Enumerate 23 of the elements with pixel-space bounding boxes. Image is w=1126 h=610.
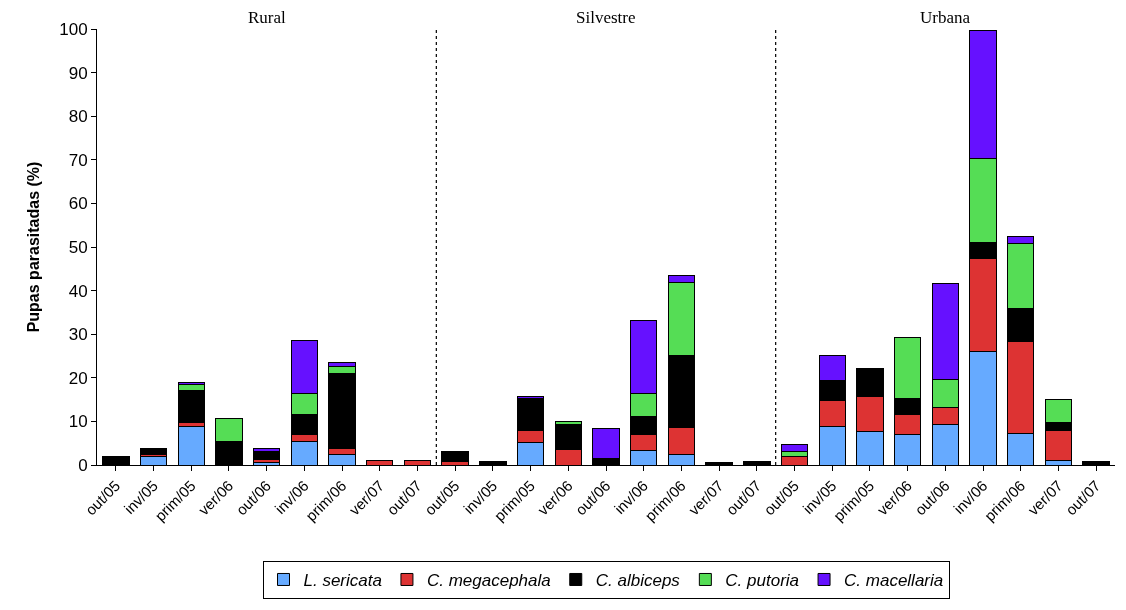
y-tick-label: 0 (78, 455, 88, 475)
y-tick-label: 10 (68, 412, 88, 432)
y-tick-label: 50 (68, 237, 88, 257)
y-tick-label: 70 (68, 150, 88, 170)
y-tick-label: 20 (68, 368, 88, 388)
legend-label: C. albiceps (595, 571, 681, 591)
y-axis-title: Pupas parasitadas (%) (25, 161, 43, 333)
legend-label: C. macellaria (844, 571, 944, 591)
text: Silvestre (576, 8, 636, 27)
y-tick-label: 100 (59, 19, 88, 39)
text: Urbana (920, 8, 971, 27)
bar (139, 447, 168, 455)
bar (252, 450, 281, 460)
y-tick-label: 60 (68, 194, 88, 214)
y-tick-label: 40 (68, 281, 88, 301)
y-tick-label: 90 (68, 63, 88, 83)
y-tick-label: 30 (68, 325, 88, 345)
legend-label: C. megacephala (426, 571, 551, 591)
y-tick-label: 80 (68, 107, 88, 127)
legend-label: C. putoria (725, 571, 800, 591)
text: Rural (248, 8, 287, 27)
legend-label: L. sericata (303, 571, 382, 591)
bar (441, 450, 469, 462)
